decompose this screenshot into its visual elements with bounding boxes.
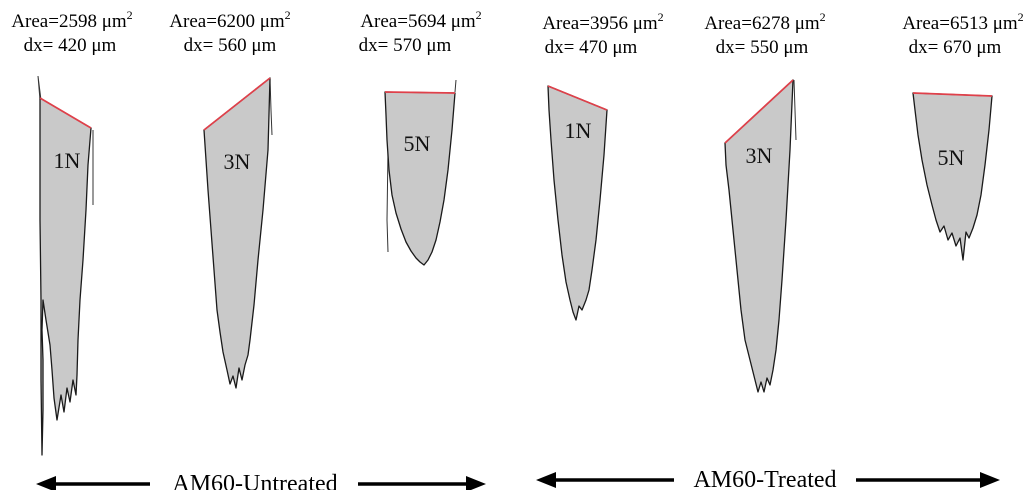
- dx-label-treated-1n: dx= 470 μm: [545, 37, 638, 58]
- surface-line-treated-1n: [547, 85, 608, 111]
- load-label-treated-3n: 3N: [746, 143, 773, 168]
- wear-track-treated-5n: [912, 92, 993, 261]
- surface-line-treated-5n: [912, 92, 993, 97]
- load-label-untreated-5n: 5N: [404, 131, 431, 156]
- arrow-head-left: [536, 472, 556, 488]
- wear-track-untreated-5n: [384, 91, 456, 266]
- load-label-treated-5n: 5N: [938, 145, 965, 170]
- wear-track-treated-3n: [724, 79, 794, 393]
- dx-label-untreated-5n: dx= 570 μm: [359, 35, 452, 56]
- group-label-treated: AM60-Treated: [693, 467, 836, 490]
- area-label-untreated-3n: Area=6200 μm2: [169, 8, 290, 32]
- load-label-untreated-3n: 3N: [224, 149, 251, 174]
- area-label-untreated-5n: Area=5694 μm2: [360, 8, 481, 32]
- profile-untreated-5n: Area=5694 μm2 dx= 570 μm 5N: [359, 8, 482, 266]
- dx-label-untreated-1n: dx= 420 μm: [24, 35, 117, 56]
- area-label-treated-1n: Area=3956 μm2: [542, 10, 663, 34]
- load-label-untreated-1n: 1N: [54, 148, 81, 173]
- group-label-untreated: AM60-Untreated: [172, 471, 337, 490]
- profile-untreated-3n: Area=6200 μm2 dx= 560 μm 3N: [169, 8, 291, 389]
- dx-label-treated-3n: dx= 550 μm: [716, 37, 809, 58]
- group-label-bg: [152, 470, 356, 490]
- surface-line-untreated-5n: [384, 91, 456, 94]
- wear-track-untreated-3n: [203, 77, 271, 389]
- profile-untreated-1n: Area=2598 μm2 dx= 420 μm 1N: [11, 8, 133, 456]
- edge-spike: [37, 75, 94, 205]
- profile-treated-5n: Area=6513 μm2 dx= 670 μm 5N: [902, 10, 1024, 261]
- arrow-head-left: [36, 476, 56, 490]
- edge-spike: [386, 79, 457, 253]
- wear-track-untreated-1n: [39, 97, 92, 456]
- surface-line-treated-3n: [724, 79, 794, 144]
- area-label-untreated-1n: Area=2598 μm2: [11, 8, 132, 32]
- profile-treated-3n: Area=6278 μm2 dx= 550 μm 3N: [704, 10, 826, 393]
- surface-line-untreated-3n: [203, 77, 271, 131]
- area-label-treated-5n: Area=6513 μm2: [902, 10, 1023, 34]
- group-arrow-treated: AM60-Treated: [536, 467, 1000, 490]
- dx-label-treated-5n: dx= 670 μm: [909, 37, 1002, 58]
- group-arrow-untreated: AM60-Untreated: [36, 470, 486, 490]
- edge-spike: [793, 79, 797, 141]
- arrow-head-right: [466, 476, 486, 490]
- load-label-treated-1n: 1N: [565, 118, 592, 143]
- wear-track-treated-1n: [547, 85, 608, 321]
- arrow-head-right: [980, 472, 1000, 488]
- area-label-treated-3n: Area=6278 μm2: [704, 10, 825, 34]
- dx-label-untreated-3n: dx= 560 μm: [184, 35, 277, 56]
- surface-line-untreated-1n: [39, 97, 92, 129]
- profile-treated-1n: Area=3956 μm2 dx= 470 μm 1N: [542, 10, 664, 321]
